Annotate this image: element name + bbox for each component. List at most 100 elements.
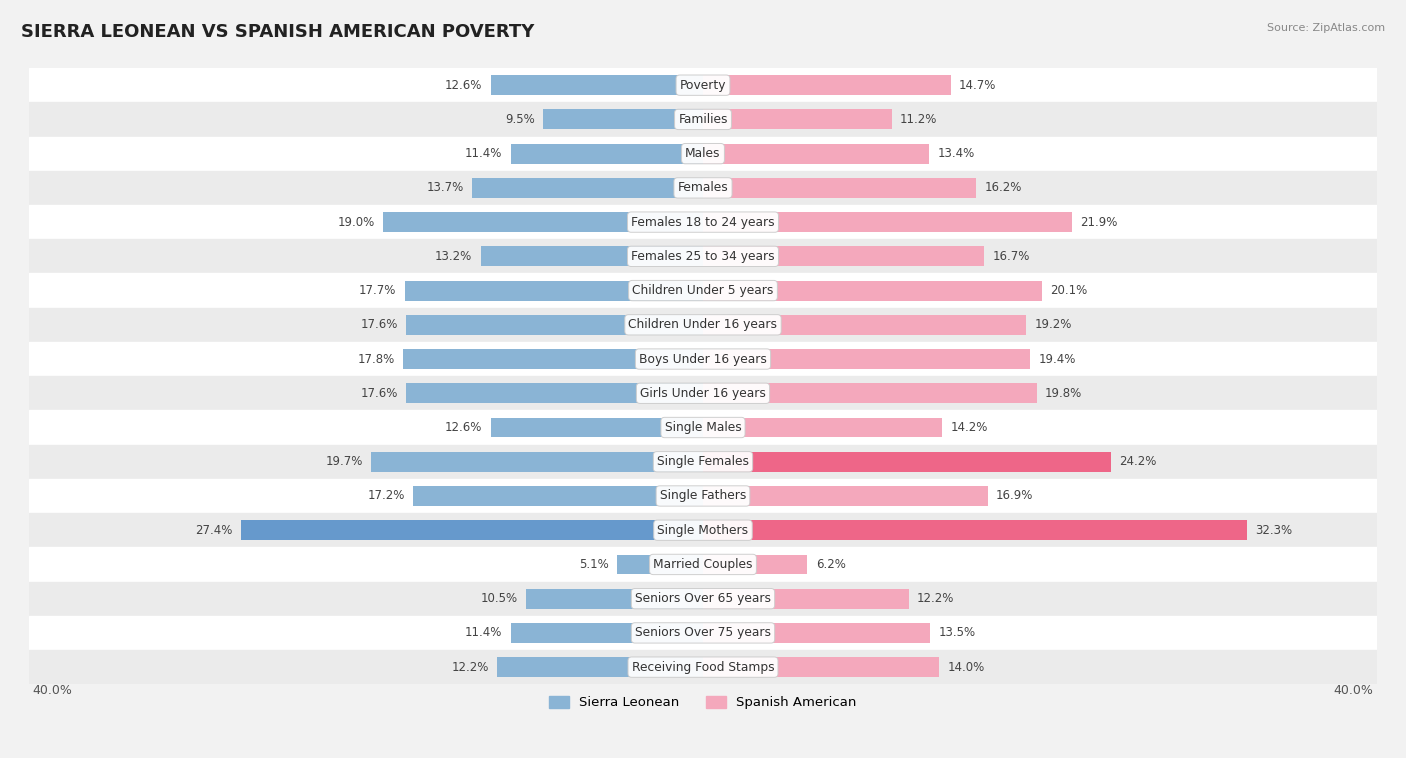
Text: Seniors Over 75 years: Seniors Over 75 years bbox=[636, 626, 770, 640]
Bar bbox=[30, 445, 1376, 479]
Bar bbox=[30, 240, 1376, 274]
Text: Children Under 5 years: Children Under 5 years bbox=[633, 284, 773, 297]
Text: Males: Males bbox=[685, 147, 721, 160]
Bar bbox=[30, 615, 1376, 650]
Text: 20.1%: 20.1% bbox=[1050, 284, 1087, 297]
Text: Single Females: Single Females bbox=[657, 456, 749, 468]
Bar bbox=[406, 384, 703, 403]
Text: Single Mothers: Single Mothers bbox=[658, 524, 748, 537]
Text: 16.9%: 16.9% bbox=[997, 490, 1033, 503]
Bar bbox=[30, 376, 1376, 410]
Text: 11.4%: 11.4% bbox=[465, 626, 502, 640]
Bar bbox=[30, 410, 1376, 445]
Bar bbox=[404, 349, 703, 369]
Text: 13.4%: 13.4% bbox=[938, 147, 974, 160]
Text: 19.0%: 19.0% bbox=[337, 215, 374, 229]
Bar bbox=[703, 109, 891, 130]
Bar bbox=[30, 136, 1376, 171]
Text: Poverty: Poverty bbox=[679, 79, 727, 92]
Text: Seniors Over 65 years: Seniors Over 65 years bbox=[636, 592, 770, 605]
Bar bbox=[703, 315, 1026, 335]
Bar bbox=[30, 342, 1376, 376]
Bar bbox=[30, 274, 1376, 308]
Bar bbox=[703, 657, 939, 677]
Bar bbox=[498, 657, 703, 677]
Bar bbox=[543, 109, 703, 130]
Legend: Sierra Leonean, Spanish American: Sierra Leonean, Spanish American bbox=[544, 691, 862, 715]
Text: 11.2%: 11.2% bbox=[900, 113, 938, 126]
Text: Females: Females bbox=[678, 181, 728, 194]
Bar bbox=[30, 205, 1376, 240]
Text: Boys Under 16 years: Boys Under 16 years bbox=[640, 352, 766, 365]
Bar bbox=[510, 623, 703, 643]
Text: 13.2%: 13.2% bbox=[434, 250, 472, 263]
Text: 17.2%: 17.2% bbox=[367, 490, 405, 503]
Bar bbox=[30, 513, 1376, 547]
Text: Single Fathers: Single Fathers bbox=[659, 490, 747, 503]
Text: 19.8%: 19.8% bbox=[1045, 387, 1083, 399]
Text: Children Under 16 years: Children Under 16 years bbox=[628, 318, 778, 331]
Text: 19.2%: 19.2% bbox=[1035, 318, 1073, 331]
Bar bbox=[242, 520, 703, 540]
Text: 17.8%: 17.8% bbox=[357, 352, 395, 365]
Bar bbox=[703, 280, 1042, 300]
Bar bbox=[30, 650, 1376, 684]
Bar bbox=[703, 555, 807, 575]
Text: 9.5%: 9.5% bbox=[505, 113, 534, 126]
Bar bbox=[703, 212, 1071, 232]
Bar bbox=[703, 418, 942, 437]
Text: 17.6%: 17.6% bbox=[361, 318, 398, 331]
Text: 16.2%: 16.2% bbox=[984, 181, 1022, 194]
Bar bbox=[30, 68, 1376, 102]
Text: Females 25 to 34 years: Females 25 to 34 years bbox=[631, 250, 775, 263]
Bar bbox=[491, 418, 703, 437]
Bar bbox=[617, 555, 703, 575]
Text: 40.0%: 40.0% bbox=[32, 684, 72, 697]
Text: 12.6%: 12.6% bbox=[444, 79, 482, 92]
Text: 14.2%: 14.2% bbox=[950, 421, 988, 434]
Bar bbox=[703, 520, 1247, 540]
Bar bbox=[703, 384, 1036, 403]
Text: 10.5%: 10.5% bbox=[481, 592, 517, 605]
Bar bbox=[703, 589, 908, 609]
Bar bbox=[481, 246, 703, 266]
Bar bbox=[472, 178, 703, 198]
Bar bbox=[30, 171, 1376, 205]
Text: 12.2%: 12.2% bbox=[451, 661, 489, 674]
Bar bbox=[30, 102, 1376, 136]
Bar bbox=[413, 486, 703, 506]
Text: Single Males: Single Males bbox=[665, 421, 741, 434]
Text: 11.4%: 11.4% bbox=[465, 147, 502, 160]
Text: 14.7%: 14.7% bbox=[959, 79, 997, 92]
Text: 12.6%: 12.6% bbox=[444, 421, 482, 434]
Text: Receiving Food Stamps: Receiving Food Stamps bbox=[631, 661, 775, 674]
Text: Married Couples: Married Couples bbox=[654, 558, 752, 571]
Text: 16.7%: 16.7% bbox=[993, 250, 1031, 263]
Text: 12.2%: 12.2% bbox=[917, 592, 955, 605]
Text: 21.9%: 21.9% bbox=[1080, 215, 1118, 229]
Bar bbox=[406, 315, 703, 335]
Text: 27.4%: 27.4% bbox=[195, 524, 233, 537]
Text: 6.2%: 6.2% bbox=[815, 558, 846, 571]
Bar bbox=[30, 479, 1376, 513]
Bar bbox=[491, 75, 703, 95]
Bar bbox=[371, 452, 703, 471]
Bar bbox=[510, 144, 703, 164]
Bar bbox=[703, 75, 950, 95]
Text: 13.7%: 13.7% bbox=[426, 181, 464, 194]
Text: Girls Under 16 years: Girls Under 16 years bbox=[640, 387, 766, 399]
Text: 32.3%: 32.3% bbox=[1256, 524, 1292, 537]
Bar bbox=[382, 212, 703, 232]
Text: 19.7%: 19.7% bbox=[325, 456, 363, 468]
Bar bbox=[703, 144, 929, 164]
Bar bbox=[703, 486, 988, 506]
Bar bbox=[30, 547, 1376, 581]
Text: 17.6%: 17.6% bbox=[361, 387, 398, 399]
Bar bbox=[703, 452, 1111, 471]
Bar bbox=[526, 589, 703, 609]
Bar bbox=[30, 308, 1376, 342]
Bar bbox=[703, 623, 931, 643]
Bar bbox=[703, 349, 1029, 369]
Text: 5.1%: 5.1% bbox=[579, 558, 609, 571]
Text: SIERRA LEONEAN VS SPANISH AMERICAN POVERTY: SIERRA LEONEAN VS SPANISH AMERICAN POVER… bbox=[21, 23, 534, 41]
